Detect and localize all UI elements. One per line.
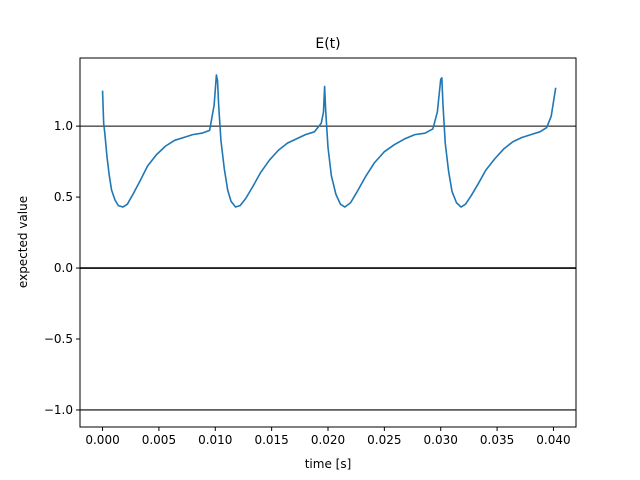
x-tick-label: 0.025 (367, 433, 401, 447)
y-axis: −1.0 −0.5 0.0 0.5 1.0 (44, 119, 80, 417)
y-axis-label: expected value (16, 196, 30, 288)
reference-lines (80, 125, 576, 411)
y-tick-label: −0.5 (44, 332, 73, 346)
x-tick-label: 0.005 (142, 433, 176, 447)
y-tick-label: 0.5 (54, 190, 73, 204)
x-tick-label: 0.020 (311, 433, 345, 447)
x-tick-label: 0.030 (424, 433, 458, 447)
x-tick-label: 0.010 (198, 433, 232, 447)
series-line (101, 74, 557, 208)
x-tick-label: 0.040 (536, 433, 570, 447)
series-layer (101, 74, 557, 208)
y-tick-label: 1.0 (54, 119, 73, 133)
x-tick-label: 0.035 (480, 433, 514, 447)
x-axis: 0.000 0.005 0.010 0.015 0.020 0.025 0.030 0.035… (85, 427, 571, 447)
chart-title: E(t) (315, 36, 340, 52)
x-tick-label: 0.000 (85, 433, 119, 447)
x-axis-label: time [s] (305, 457, 352, 471)
axes-frame (79, 57, 577, 428)
x-tick-label: 0.015 (254, 433, 288, 447)
y-tick-label: 0.0 (54, 261, 73, 275)
y-tick-label: −1.0 (44, 403, 73, 417)
